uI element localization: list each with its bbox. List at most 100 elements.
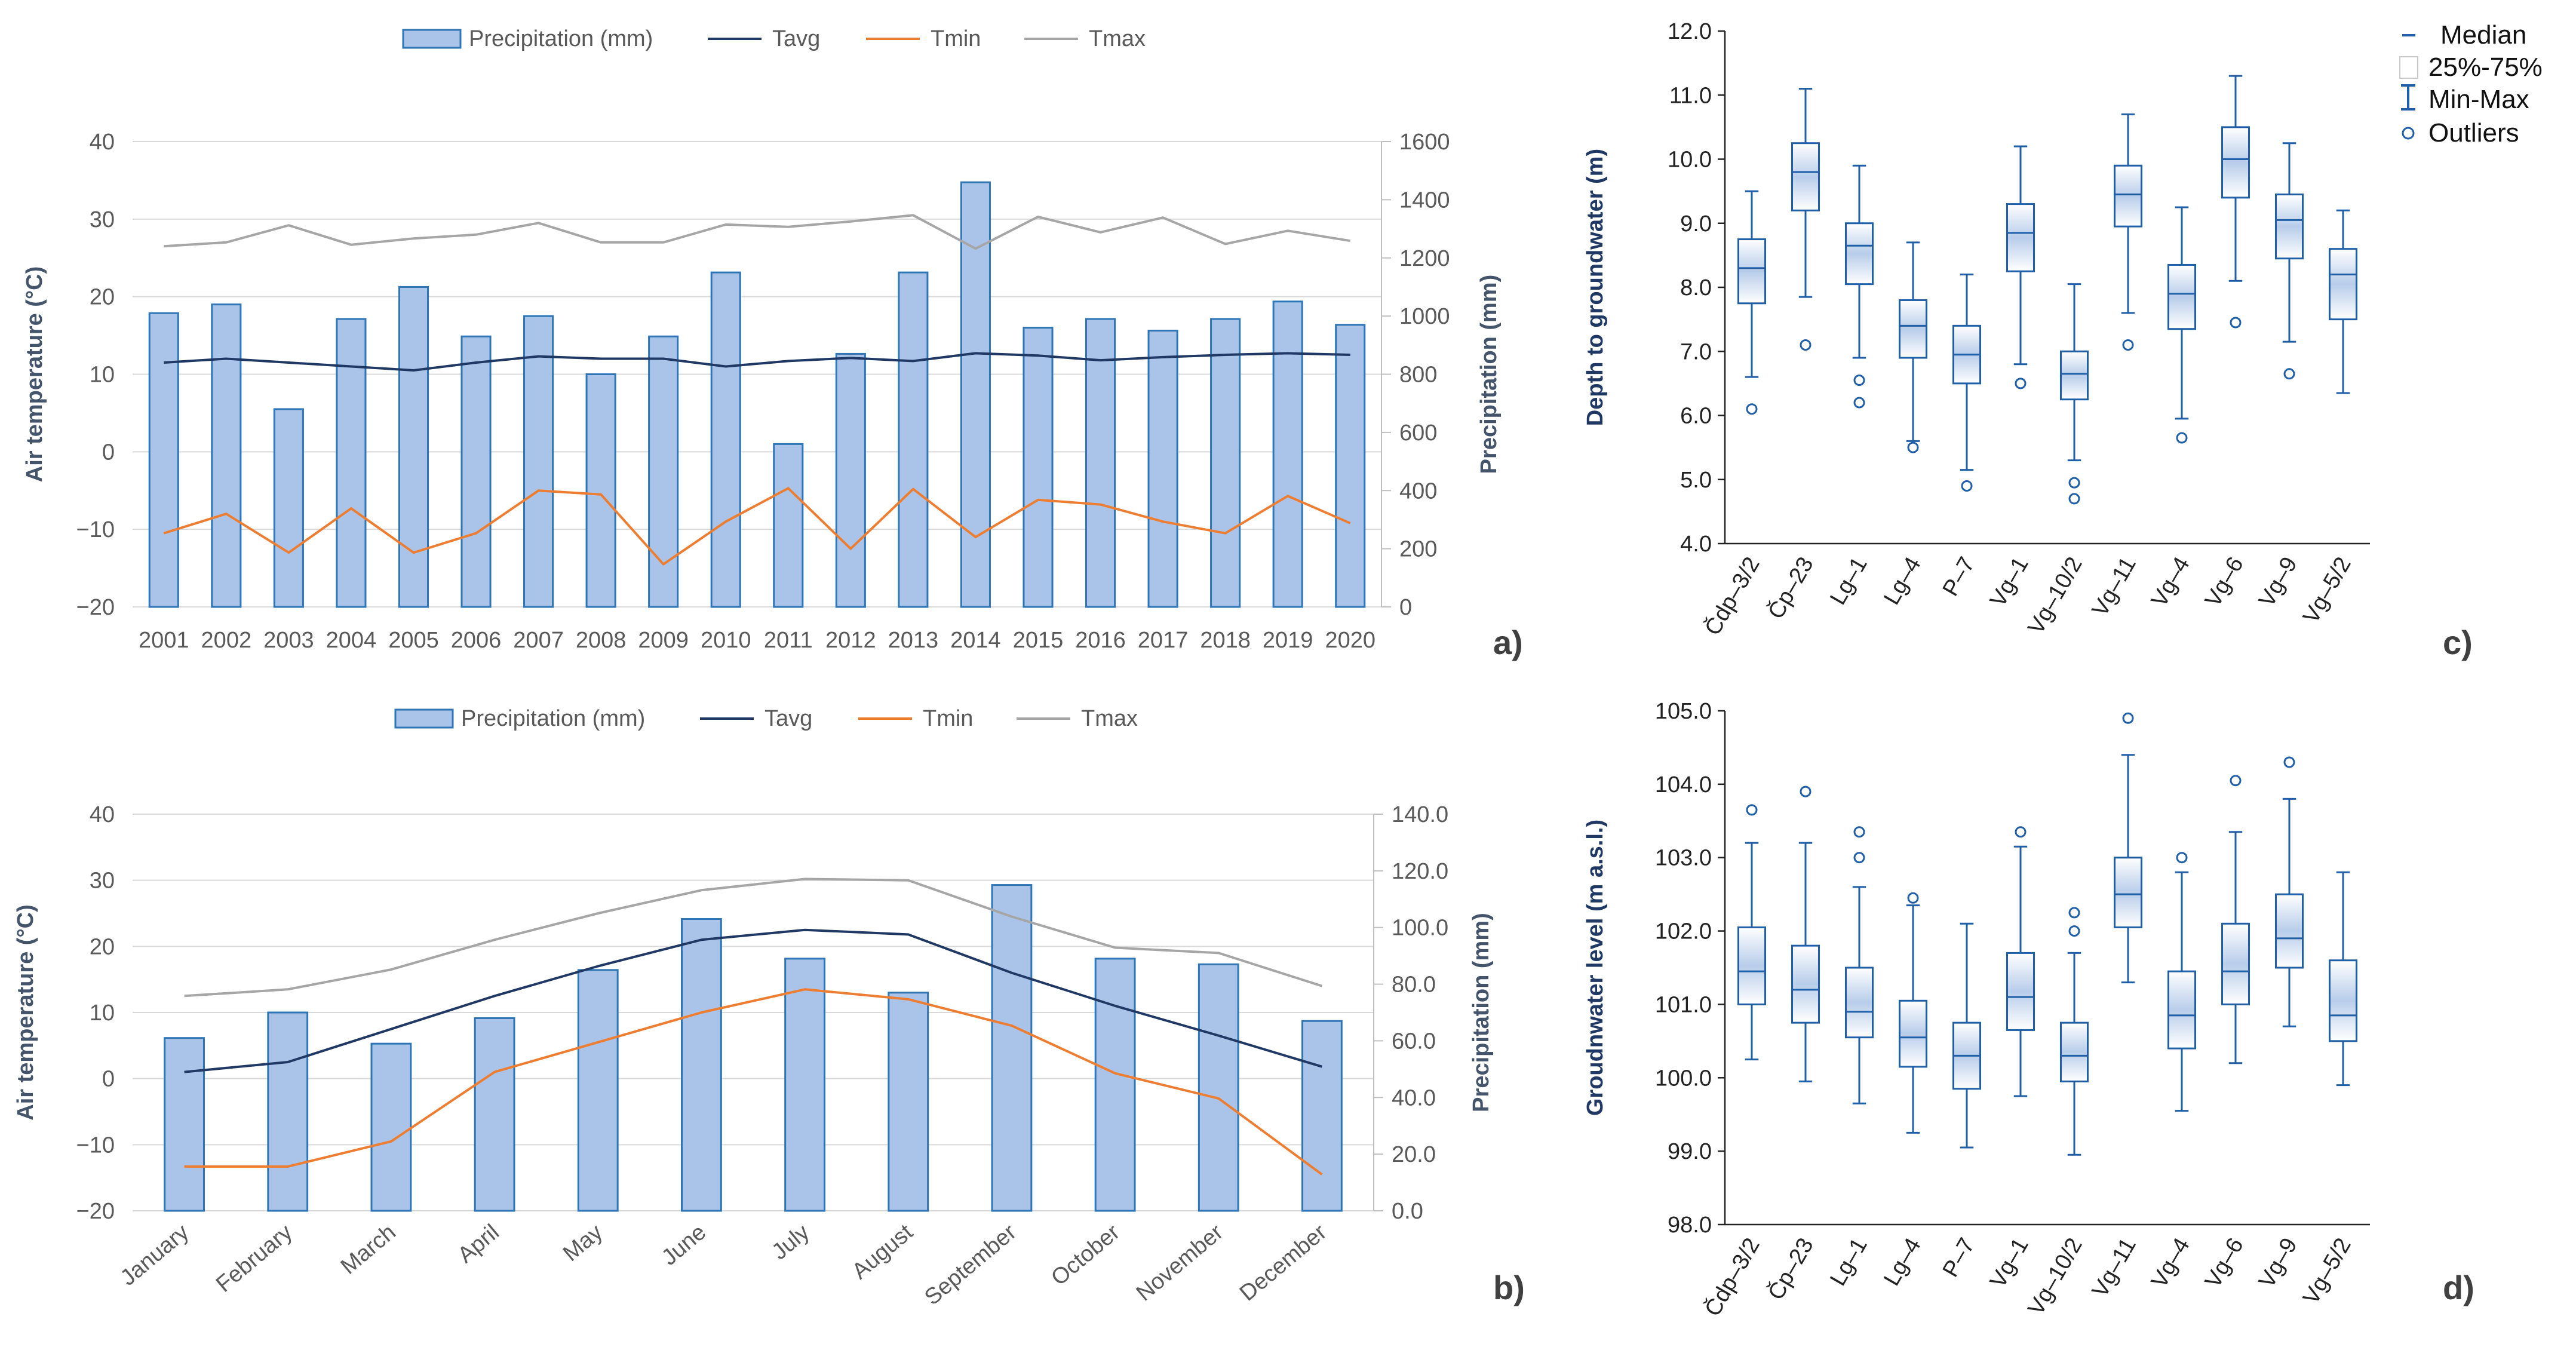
- box-8: [2167, 852, 2196, 1112]
- precip-bar-9: [1094, 958, 1136, 1212]
- x-tick-label: Vg–5/2: [2298, 1234, 2356, 1309]
- x-tick-label: 2018: [1200, 628, 1251, 653]
- line-tavg: [164, 352, 1350, 372]
- x-tick-label: Vg–4: [2147, 1234, 2195, 1293]
- box-3: [1899, 892, 1927, 1134]
- outlier-point: [2283, 756, 2295, 768]
- x-tick-label: 2010: [701, 628, 751, 653]
- y-tick-label: 30: [90, 207, 115, 232]
- iqr-box: [2114, 857, 2142, 928]
- x-tick-label: 2005: [388, 628, 439, 653]
- y2-tick-label: 80.0: [1392, 972, 1436, 998]
- legend-label-tmax: Tmax: [1089, 26, 1146, 51]
- y-tick-label: 101.0: [1655, 992, 1712, 1017]
- legend-label-tmin: Tmin: [923, 706, 973, 731]
- outlier-point: [2068, 907, 2080, 919]
- x-tick-label: Vg–1: [1985, 1234, 2034, 1293]
- precip-bar-13: [960, 181, 991, 608]
- outlier-point: [1853, 826, 1865, 838]
- iqr-box: [1845, 966, 1874, 1039]
- x-tick-label: Lg–1: [1825, 1234, 1872, 1290]
- x-tick-label: Vg–6: [2200, 553, 2249, 612]
- legend-label-tmax: Tmax: [1081, 706, 1138, 731]
- y-tick-label: 10: [90, 1001, 115, 1026]
- y2-tick-label: 0.0: [1392, 1199, 1423, 1224]
- outlier-point: [2283, 368, 2295, 380]
- panel-label: a): [1493, 624, 1523, 661]
- precip-bar-11: [1301, 1020, 1343, 1212]
- x-tick-label: June: [657, 1220, 711, 1271]
- x-tick-label: Čdp–3/2: [1699, 553, 1765, 640]
- iqr-box: [1737, 238, 1766, 305]
- y-tick-label: 40: [90, 130, 115, 155]
- y-tick-label: 5.0: [1680, 468, 1712, 493]
- line-tmin: [184, 988, 1323, 1176]
- precip-bar-1: [267, 1011, 309, 1212]
- iqr-box: [1791, 944, 1820, 1024]
- outlier-point: [1746, 804, 1758, 816]
- x-tick-label: Vg–11: [2087, 1234, 2141, 1302]
- x-tick-label: Lg–4: [1879, 1234, 1926, 1290]
- precip-bar-5: [681, 918, 722, 1212]
- y-tick-label: 20: [90, 934, 115, 959]
- precip-bar-3: [336, 318, 367, 608]
- box-1: [1791, 786, 1820, 1082]
- legend-label-tavg: Tavg: [764, 706, 812, 731]
- precip-bar-0: [148, 312, 179, 608]
- legend-outlier-swatch: [2402, 127, 2415, 140]
- y-tick-label: −20: [76, 595, 115, 620]
- iqr-box: [1791, 142, 1820, 211]
- y2-axis-title: Precipitation (mm): [1476, 275, 1502, 474]
- y-tick-label: −10: [76, 1133, 115, 1158]
- legend-label-tmin: Tmin: [931, 26, 981, 51]
- precip-bar-2: [273, 408, 304, 608]
- box-7: [2114, 712, 2142, 984]
- precip-bar-7: [888, 992, 929, 1212]
- x-tick-label: 2017: [1138, 628, 1189, 653]
- iqr-box: [2329, 959, 2357, 1042]
- y2-tick-label: 1200: [1399, 246, 1450, 271]
- x-tick-label: December: [1235, 1220, 1332, 1306]
- y-tick-label: 98.0: [1668, 1213, 1712, 1238]
- y2-tick-label: 800: [1399, 363, 1437, 388]
- outlier-point: [2230, 775, 2242, 787]
- box-9: [2221, 775, 2250, 1064]
- x-tick-label: 2019: [1263, 628, 1313, 653]
- x-tick-label: February: [211, 1220, 297, 1297]
- panel-label: c): [2443, 624, 2473, 661]
- x-tick-label: 2007: [513, 628, 564, 653]
- y-axis-title: Depth to groundwater (m): [1583, 149, 1608, 426]
- x-tick-label: 2004: [326, 628, 377, 653]
- line-tavg: [184, 928, 1322, 1073]
- y-tick-label: −20: [76, 1199, 115, 1224]
- x-tick-label: 2013: [888, 628, 939, 653]
- box-1: [1791, 88, 1820, 351]
- iqr-box: [2221, 126, 2250, 199]
- legend-label-precip: Precipitation (mm): [461, 706, 645, 731]
- x-tick-label: July: [767, 1220, 815, 1265]
- y-tick-label: 6.0: [1680, 404, 1712, 429]
- y-tick-label: 105.0: [1655, 699, 1712, 724]
- x-tick-label: August: [848, 1219, 918, 1284]
- x-tick-label: April: [453, 1220, 504, 1268]
- outlier-point: [1853, 375, 1865, 386]
- legend-iqr-swatch: [2399, 56, 2418, 79]
- outlier-point: [1746, 403, 1758, 415]
- y2-tick-label: 60.0: [1392, 1029, 1436, 1054]
- iqr-box: [1845, 222, 1874, 286]
- y-tick-label: 104.0: [1655, 772, 1712, 797]
- box-2: [1845, 826, 1874, 1104]
- chart-d-level-boxplot: 105.0 104.0 103.0 102.0 101.0 100.0 99.0 98.0Čd…: [1583, 699, 2474, 1321]
- precip-bar-4: [398, 286, 429, 608]
- precip-bar-17: [1210, 318, 1241, 608]
- x-tick-label: 2020: [1325, 628, 1375, 653]
- precip-bar-16: [1147, 329, 1178, 608]
- legend-outliers-label: Outliers: [2428, 118, 2519, 148]
- chart-c-depth-boxplot: 12.0 11.0 10.0 9.0 8.0 7.0 6.0 5.0 4.0Čdp–3/2Čp–…: [1583, 19, 2543, 661]
- precip-bar-11: [835, 352, 866, 608]
- y2-tick-label: 140.0: [1392, 802, 1448, 827]
- x-tick-label: 2015: [1013, 628, 1064, 653]
- box-11: [2329, 871, 2357, 1087]
- y-axis-title: Air temperature (°C): [22, 266, 47, 482]
